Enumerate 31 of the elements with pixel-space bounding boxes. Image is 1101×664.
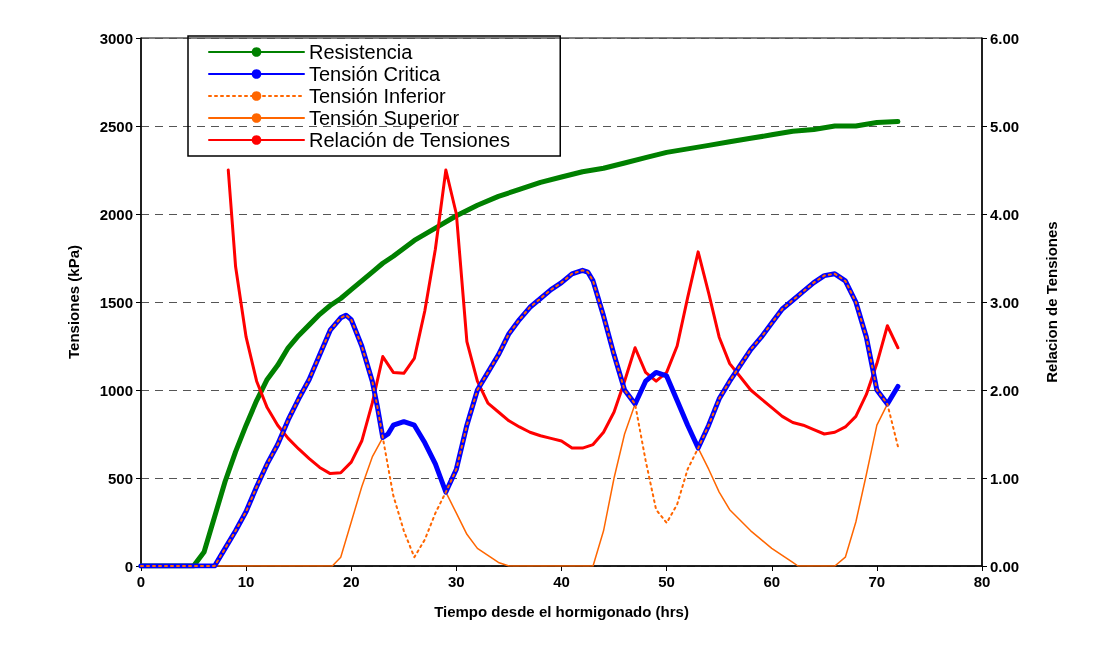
x-tick-label: 60 [763,573,781,590]
x-tick-label: 70 [868,573,886,590]
y2-tick-label: 4.00 [990,205,1020,223]
y-tick-label: 2000 [99,205,133,223]
x-axis-title: Tiempo desde el hormigonado (hrs) [434,603,689,620]
legend-label: Tensión Superior [309,107,460,129]
y2-tick-label: 2.00 [990,381,1020,399]
y-tick-label: 500 [107,469,133,487]
y2-tick-label: 6.00 [990,29,1020,47]
legend-label: Relación de Tensiones [309,129,510,151]
y-tick-label: 3000 [99,29,133,47]
x-tick-label: 0 [136,573,146,590]
y-tick-label: 0 [124,557,133,575]
y2-tick-label: 3.00 [990,293,1020,311]
x-tick-label: 40 [553,573,570,590]
y2-tick-label: 0.00 [990,557,1020,575]
y-axis-title: Tensiones (kPa) [65,245,82,359]
legend-label: Tensión Critica [309,63,442,85]
legend-label: Resistencia [309,41,414,63]
x-tick-label: 50 [658,573,675,590]
legend-label: Tensión Inferior [309,85,447,107]
y-tick-label: 1500 [99,293,133,311]
x-tick-label: 30 [448,573,465,590]
y2-tick-label: 5.00 [990,117,1020,135]
y2-tick-label: 1.00 [990,469,1020,487]
y2-axis-title: Relacion de Tensiones [1043,221,1060,383]
x-tick-label: 10 [237,573,255,590]
y-tick-label: 2500 [99,117,133,135]
x-tick-label: 20 [342,573,360,590]
y-tick-label: 1000 [99,381,133,399]
x-tick-label: 80 [973,573,991,590]
